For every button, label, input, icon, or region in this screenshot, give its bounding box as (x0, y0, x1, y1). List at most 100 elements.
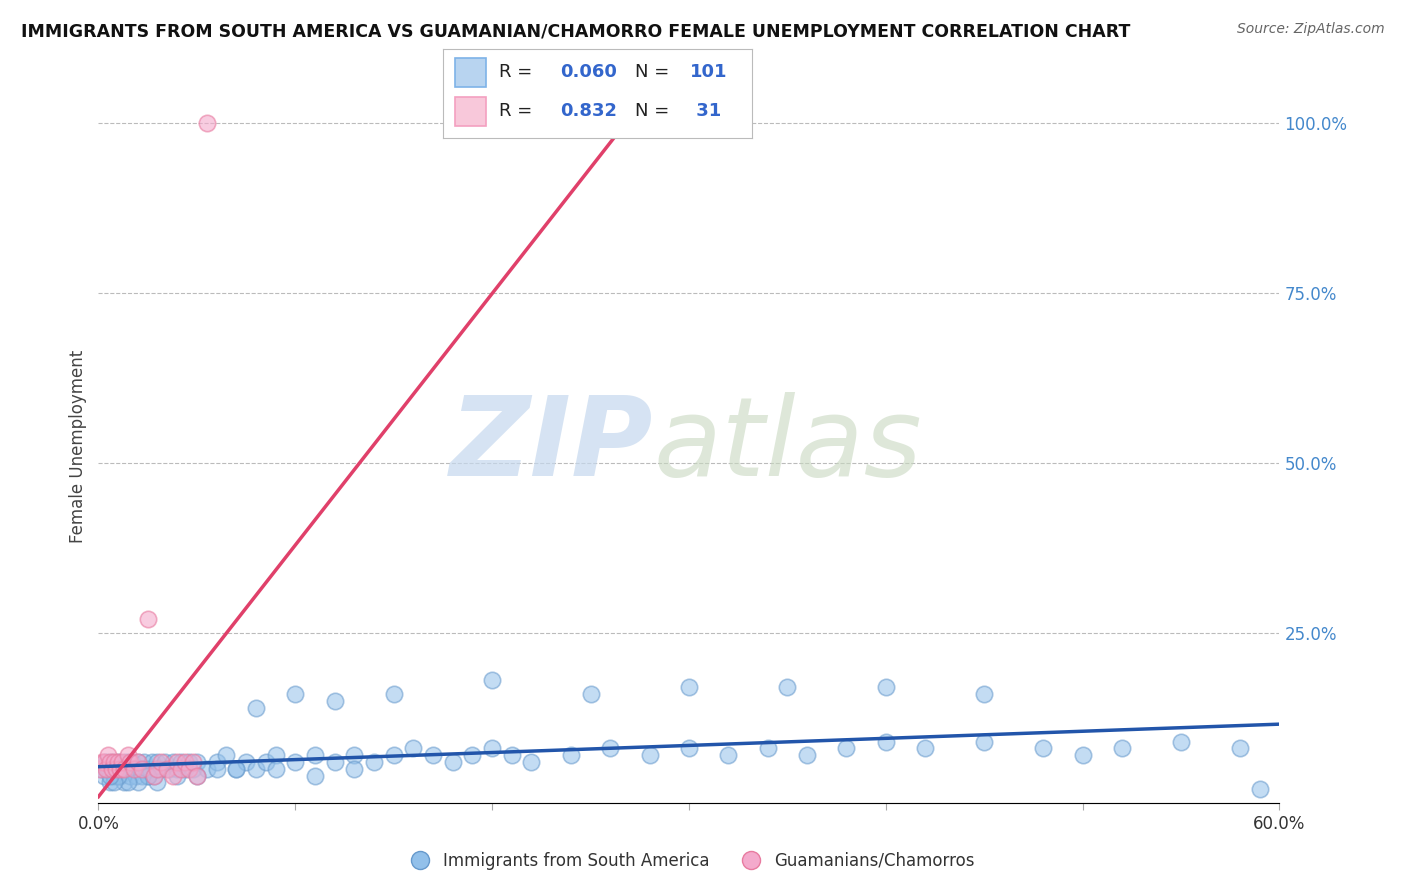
Point (481, 741, 503, 756)
Point (402, 741, 425, 756)
Point (150, 762, 173, 776)
Point (501, 748, 523, 763)
Point (103, 755, 125, 769)
Point (481, 673, 503, 688)
Point (875, 680, 897, 694)
Point (138, 762, 160, 776)
Point (422, 748, 444, 763)
Text: 101: 101 (690, 63, 728, 81)
Point (264, 748, 287, 763)
FancyBboxPatch shape (456, 58, 486, 87)
Point (560, 748, 582, 763)
Point (112, 762, 135, 776)
Point (122, 762, 145, 776)
Point (136, 769, 159, 783)
Point (1071, 748, 1094, 763)
Point (111, 762, 134, 776)
Point (1249, 782, 1271, 797)
Point (225, 762, 247, 776)
Point (107, 755, 129, 769)
Point (304, 769, 326, 783)
Point (142, 769, 165, 783)
Point (520, 755, 543, 769)
Point (1032, 741, 1054, 756)
Point (914, 741, 936, 756)
Point (441, 755, 464, 769)
Point (756, 741, 779, 756)
Point (107, 755, 129, 769)
Point (128, 762, 150, 776)
Point (382, 687, 405, 701)
Point (97, 762, 120, 776)
Point (93, 769, 115, 783)
Point (132, 755, 155, 769)
Point (162, 769, 184, 783)
Text: Source: ZipAtlas.com: Source: ZipAtlas.com (1237, 22, 1385, 37)
Point (363, 755, 385, 769)
Text: N =: N = (634, 63, 675, 81)
Point (461, 748, 484, 763)
Point (973, 687, 995, 701)
Point (284, 687, 307, 701)
Point (186, 755, 208, 769)
Point (181, 755, 204, 769)
Point (115, 755, 138, 769)
Point (157, 762, 180, 776)
Point (146, 755, 169, 769)
Point (122, 762, 145, 776)
Point (195, 762, 218, 776)
Point (835, 741, 858, 756)
Point (382, 748, 405, 763)
Point (205, 755, 228, 769)
Point (304, 748, 326, 763)
Point (145, 762, 167, 776)
Point (776, 680, 799, 694)
Point (678, 741, 700, 756)
Point (97, 748, 120, 763)
Point (245, 762, 267, 776)
Point (96, 762, 118, 776)
Point (117, 762, 139, 776)
Point (108, 769, 131, 783)
Text: R =: R = (499, 103, 537, 120)
Point (118, 769, 141, 783)
Point (105, 762, 128, 776)
Text: IMMIGRANTS FROM SOUTH AMERICA VS GUAMANIAN/CHAMORRO FEMALE UNEMPLOYMENT CORRELAT: IMMIGRANTS FROM SOUTH AMERICA VS GUAMANI… (21, 22, 1130, 40)
Point (156, 762, 179, 776)
Point (1229, 741, 1251, 756)
Point (155, 755, 177, 769)
Point (638, 748, 661, 763)
Point (121, 755, 143, 769)
Point (91, 755, 114, 769)
Point (118, 755, 141, 769)
Point (166, 762, 188, 776)
Point (717, 748, 740, 763)
Point (174, 762, 197, 776)
Point (195, 116, 218, 130)
Point (186, 769, 208, 783)
Point (98, 769, 121, 783)
Text: ZIP: ZIP (450, 392, 654, 500)
Point (323, 694, 346, 708)
Point (146, 762, 169, 776)
Point (98, 775, 121, 789)
Point (93, 755, 115, 769)
Point (166, 755, 188, 769)
Point (875, 734, 897, 748)
Point (245, 700, 267, 714)
Point (98, 755, 121, 769)
Point (1170, 734, 1192, 748)
Point (89, 762, 111, 776)
Point (105, 762, 128, 776)
Point (225, 762, 247, 776)
Point (108, 762, 131, 776)
Point (235, 755, 257, 769)
Point (170, 762, 193, 776)
Point (254, 755, 277, 769)
Point (186, 769, 208, 783)
Point (796, 748, 818, 763)
Point (146, 775, 169, 789)
Point (973, 734, 995, 748)
Point (101, 762, 124, 776)
Point (150, 755, 173, 769)
